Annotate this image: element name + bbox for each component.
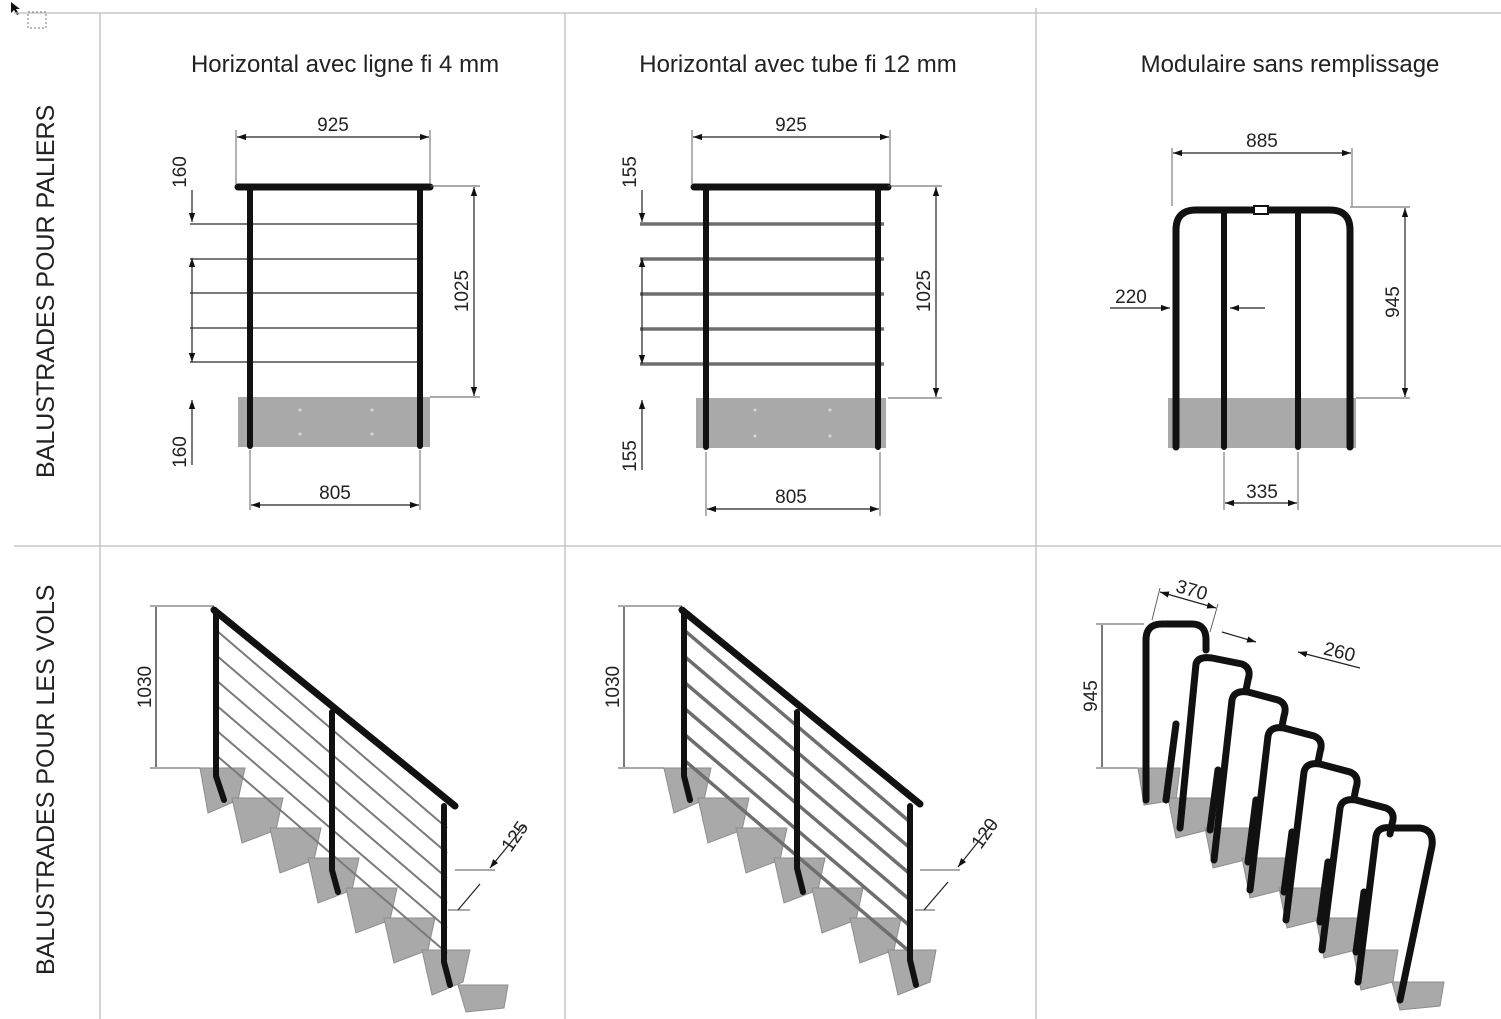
dim-spacing: 120: [968, 815, 1003, 853]
column-title-tube: Horizontal avec tube fi 12 mm: [639, 51, 956, 78]
handrail: [678, 606, 924, 808]
dim-bottom-width: 805: [319, 483, 351, 504]
dim-height: 1030: [135, 666, 156, 708]
dim-bottom-gap: 160: [170, 436, 191, 468]
dim-bottom-width: 805: [775, 487, 807, 508]
dim-width: 885: [1246, 131, 1278, 152]
dim-bottom-gap: 155: [620, 440, 641, 472]
flight-modular-balustrade: 945 370 260: [1081, 576, 1445, 1011]
flight-tube-balustrade: 1030 120: [603, 605, 1003, 996]
column-title-modular: Modulaire sans remplissage: [1141, 51, 1440, 78]
dim-height: 1025: [452, 270, 473, 312]
dim-top-width: 925: [775, 115, 807, 136]
column-title-cable: Horizontal avec ligne fi 4 mm: [191, 51, 499, 78]
cursor-icon: [11, 2, 47, 29]
landing-slab: [238, 397, 430, 447]
flight-cable-balustrade: 1030 125: [135, 605, 533, 1013]
landing-slab: [1168, 398, 1356, 448]
dim-top-width: 925: [317, 115, 349, 136]
landing-tube-balustrade: 925 1025 805 155 155: [620, 115, 942, 516]
row-label-paliers: BALUSTRADES POUR PALIERS: [32, 105, 60, 478]
dim-offset: 260: [1321, 639, 1357, 667]
dim-height: 945: [1081, 680, 1102, 712]
dim-width: 370: [1173, 576, 1209, 605]
table-grid: [14, 8, 1501, 1019]
landing-cable-balustrade: 925 1025 805 160 160: [170, 115, 480, 510]
dim-height: 1025: [914, 270, 935, 312]
dim-top-gap: 155: [620, 156, 641, 188]
dim-side: 220: [1115, 287, 1147, 308]
dim-height: 945: [1383, 286, 1404, 318]
landing-modular-balustrade: 885 945 220 335: [1110, 131, 1410, 510]
dim-spacing: 125: [498, 818, 533, 856]
row-label-vols: BALUSTRADES POUR LES VOLS: [32, 585, 60, 975]
dim-height: 1030: [603, 666, 624, 708]
stair-steps: [199, 767, 509, 1013]
landing-slab: [696, 398, 886, 448]
dim-spacing: 335: [1246, 482, 1278, 503]
dim-top-gap: 160: [170, 156, 191, 188]
handrail: [210, 606, 459, 810]
